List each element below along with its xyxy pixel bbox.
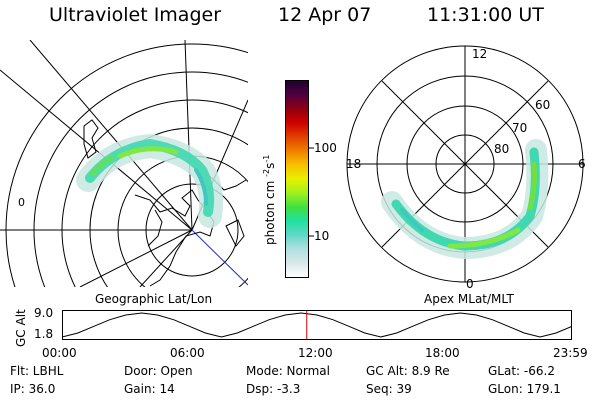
timeline-xtick-2359: 23:59 bbox=[553, 346, 588, 360]
aurora-emission-polar bbox=[381, 139, 549, 260]
altitude-curve bbox=[62, 312, 572, 338]
door-value: Door: Open bbox=[124, 364, 193, 378]
glon-value: GLon: 179.1 bbox=[488, 382, 561, 396]
right-panel-caption: Apex MLat/MLT bbox=[424, 292, 514, 306]
dsp-value: Dsp: -3.3 bbox=[246, 382, 301, 396]
geographic-grid bbox=[0, 40, 248, 287]
mlt-label-6: 6 bbox=[578, 157, 586, 171]
mlt-label-0: 0 bbox=[466, 277, 474, 291]
left-panel-caption: Geographic Lat/Lon bbox=[95, 292, 213, 306]
gc-alt-value: GC Alt: 8.9 Re bbox=[366, 364, 450, 378]
colorbar-axis bbox=[308, 147, 314, 237]
mlt-label-18: 18 bbox=[346, 157, 362, 171]
timeline-ylabel: GC Alt bbox=[14, 309, 28, 347]
timeline-xtick-0600: 06:00 bbox=[170, 346, 205, 360]
lat-label-60: 60 bbox=[535, 98, 551, 112]
lat-label-80: 80 bbox=[494, 142, 510, 156]
app-title: Ultraviolet Imager bbox=[49, 4, 222, 26]
filter-value: Flt: LBHL bbox=[10, 364, 64, 378]
timeline-plot bbox=[62, 310, 572, 340]
ip-value: IP: 36.0 bbox=[10, 382, 56, 396]
polar-mlat-mlt-map bbox=[346, 45, 584, 283]
colorbar-unit-label: photon cm -2s-1 bbox=[262, 154, 277, 245]
colorbar-tick-100: 100 bbox=[314, 141, 337, 155]
gain-value: Gain: 14 bbox=[124, 382, 175, 396]
mlt-label-12: 12 bbox=[472, 47, 488, 61]
colorbar-tick-10: 10 bbox=[314, 229, 330, 243]
mode-value: Mode: Normal bbox=[246, 364, 330, 378]
colorbar bbox=[285, 80, 309, 278]
date-label: 12 Apr 07 bbox=[278, 4, 372, 26]
timeline-xtick-1200: 12:00 bbox=[298, 346, 333, 360]
seq-value: Seq: 39 bbox=[366, 382, 412, 396]
timeline-frame bbox=[62, 310, 572, 340]
timeline-xtick-0000: 00:00 bbox=[42, 346, 77, 360]
aurora-emission-geo bbox=[76, 133, 224, 228]
geographic-map: 0 bbox=[0, 40, 248, 287]
timeline-ytick-max: 9.0 bbox=[34, 306, 54, 320]
glat-value: GLat: -66.2 bbox=[488, 364, 555, 378]
time-label: 11:31:00 UT bbox=[427, 4, 544, 26]
timeline-ytick-min: 1.8 bbox=[34, 327, 54, 341]
lat-label-geo: 0 bbox=[18, 196, 25, 209]
timeline-xtick-1800: 18:00 bbox=[425, 346, 460, 360]
lat-label-70: 70 bbox=[512, 121, 528, 135]
